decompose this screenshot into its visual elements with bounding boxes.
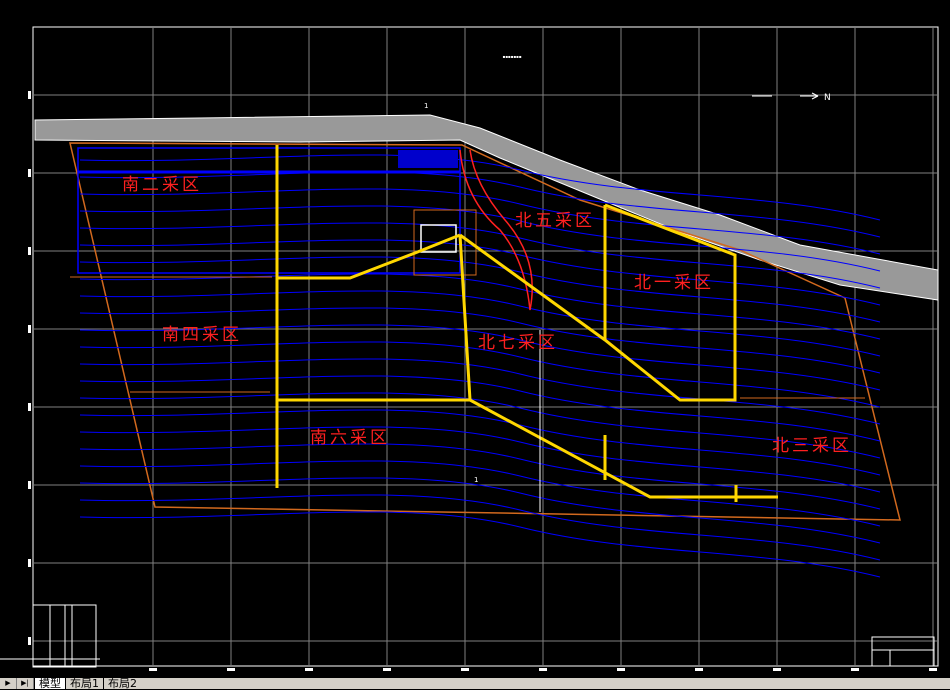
- zone-label: 南四采区: [162, 325, 242, 345]
- contour-line: [79, 205, 881, 272]
- contour-line: [79, 222, 881, 289]
- terrain-hatch: [34, 114, 939, 301]
- contour-line: [79, 290, 881, 357]
- frame-tick: [28, 325, 31, 333]
- contour-line: [79, 494, 881, 561]
- section-mark: 1: [474, 476, 478, 484]
- contour-line: [79, 477, 881, 544]
- frame-tick: [28, 637, 31, 645]
- contour-line: [79, 460, 881, 527]
- contour-line: [79, 392, 881, 459]
- fault-line: [459, 149, 533, 311]
- zone-label: 北一采区: [634, 273, 714, 293]
- section-mark: 1: [424, 102, 428, 110]
- contour-lines: [79, 154, 881, 578]
- contour-line: [79, 256, 881, 323]
- roadways: [275, 145, 778, 502]
- mine-boundary: [69, 142, 901, 521]
- frame-tick: [929, 668, 937, 671]
- frame-tick: [28, 91, 31, 99]
- zone-label: 北七采区: [478, 333, 558, 353]
- frame-tick: [149, 668, 157, 671]
- contour-line: [79, 511, 881, 578]
- frame-tick: [28, 247, 31, 255]
- contour-line: [79, 426, 881, 493]
- tab-scroll-last-button[interactable]: ▶|: [17, 678, 34, 689]
- tab-layout1[interactable]: 布局1: [65, 678, 103, 689]
- layout-tab-bar: ▶ ▶| 模型 布局1 布局2: [0, 678, 950, 689]
- contour-line: [79, 341, 881, 408]
- frame-tick: [28, 481, 31, 489]
- hatched-block: [398, 150, 458, 168]
- drawing-frame: [32, 26, 939, 667]
- contour-line: [79, 171, 881, 238]
- legend-table: [32, 604, 97, 668]
- zone-label: 南二采区: [122, 175, 202, 195]
- tab-model[interactable]: 模型: [34, 678, 65, 689]
- frame-tick: [28, 403, 31, 411]
- frame-tick: [539, 668, 547, 671]
- contour-line: [79, 409, 881, 476]
- contour-line: [79, 154, 881, 221]
- drawing-title: ▪▪▪▪▪▪▪: [503, 54, 522, 59]
- frame-tick: [617, 668, 625, 671]
- frame-tick: [773, 668, 781, 671]
- contour-line: [79, 188, 881, 255]
- title-block: [871, 636, 935, 667]
- frame-tick: [461, 668, 469, 671]
- roadway-edges: [70, 276, 865, 399]
- frame-tick: [305, 668, 313, 671]
- frame-tick: [28, 559, 31, 567]
- zone-label: 南六采区: [310, 428, 390, 448]
- contour-line: [79, 375, 881, 442]
- frame-tick: [227, 668, 235, 671]
- tab-layout2[interactable]: 布局2: [103, 678, 141, 689]
- contour-line: [79, 273, 881, 340]
- frame-tick: [695, 668, 703, 671]
- frame-tick: [851, 668, 859, 671]
- zone-label: 北五采区: [515, 211, 595, 231]
- contour-line: [79, 443, 881, 510]
- contour-line: [79, 358, 881, 425]
- contour-line: [79, 324, 881, 391]
- contour-line: [79, 239, 881, 306]
- shaft-box: [420, 224, 457, 253]
- north-arrow: N: [752, 92, 831, 103]
- tab-scroll-next-button[interactable]: ▶: [0, 678, 17, 689]
- shaft-area: [413, 209, 477, 276]
- frame-tick: [28, 169, 31, 177]
- frame-ticks: [28, 91, 937, 671]
- contour-line: [79, 307, 881, 374]
- frame-tick: [383, 668, 391, 671]
- north-label: N: [824, 93, 831, 103]
- zone-label: 北三采区: [772, 436, 852, 456]
